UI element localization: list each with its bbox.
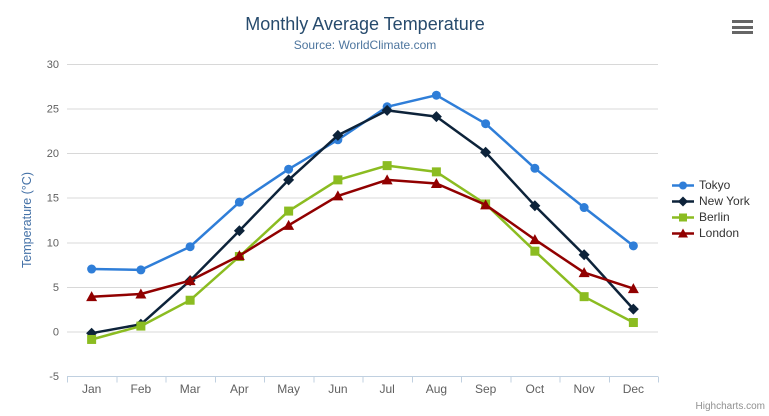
legend-item-new-york[interactable]: New York bbox=[672, 193, 750, 209]
marker-tokyo-7[interactable] bbox=[431, 90, 441, 100]
marker-tokyo-2[interactable] bbox=[185, 242, 195, 252]
y-tick-label: 30 bbox=[47, 59, 59, 71]
marker-new-york-10[interactable] bbox=[578, 249, 590, 261]
marker-new-york-4[interactable] bbox=[283, 174, 295, 186]
series-new-york[interactable] bbox=[86, 104, 639, 339]
marker-new-york-5[interactable] bbox=[332, 129, 344, 141]
legend-symbol-tokyo[interactable] bbox=[679, 181, 687, 189]
marker-london-7[interactable] bbox=[430, 177, 442, 188]
marker-new-york-8[interactable] bbox=[480, 146, 492, 158]
marker-new-york-6[interactable] bbox=[381, 104, 393, 116]
marker-london-5[interactable] bbox=[332, 190, 344, 201]
marker-london-9[interactable] bbox=[529, 234, 541, 245]
y-tick-label: 5 bbox=[53, 282, 59, 294]
marker-london-4[interactable] bbox=[283, 219, 295, 230]
context-menu-button[interactable] bbox=[732, 20, 753, 34]
marker-berlin-10[interactable] bbox=[579, 292, 589, 302]
x-label-dec: Dec bbox=[623, 382, 644, 396]
x-label-jan: Jan bbox=[82, 382, 101, 396]
legend-label-london: London bbox=[699, 226, 740, 240]
series-line-tokyo[interactable] bbox=[90, 93, 635, 272]
legend-label-tokyo: Tokyo bbox=[699, 178, 731, 192]
marker-london-3[interactable] bbox=[233, 250, 245, 261]
marker-london-0[interactable] bbox=[86, 291, 98, 302]
x-label-oct: Oct bbox=[526, 382, 545, 396]
marker-berlin-4[interactable] bbox=[284, 206, 294, 216]
marker-tokyo-9[interactable] bbox=[530, 163, 540, 173]
circle-marker-icon bbox=[672, 181, 694, 189]
series-line-berlin[interactable] bbox=[90, 164, 635, 341]
x-label-mar: Mar bbox=[180, 382, 201, 396]
marker-tokyo-1[interactable] bbox=[136, 265, 146, 275]
series-london[interactable] bbox=[86, 174, 639, 302]
y-tick-label: 25 bbox=[47, 104, 59, 116]
marker-london-2[interactable] bbox=[184, 275, 196, 286]
x-label-jul: Jul bbox=[379, 382, 394, 396]
legend-item-tokyo[interactable]: Tokyo bbox=[672, 177, 750, 193]
legend-label-new-york: New York bbox=[699, 194, 750, 208]
x-label-apr: Apr bbox=[230, 382, 249, 396]
chart-subtitle: Source: WorldClimate.com bbox=[293, 38, 437, 52]
series-line-new-york[interactable] bbox=[90, 109, 635, 335]
marker-london-8[interactable] bbox=[480, 199, 492, 210]
y-tick-label: -5 bbox=[49, 371, 59, 383]
marker-berlin-1[interactable] bbox=[136, 321, 146, 331]
marker-london-11[interactable] bbox=[627, 283, 639, 294]
marker-london-1[interactable] bbox=[135, 288, 147, 299]
marker-london-6[interactable] bbox=[381, 174, 393, 185]
diamond-marker-icon bbox=[672, 196, 694, 206]
marker-tokyo-4[interactable] bbox=[284, 164, 294, 174]
series-line-london[interactable] bbox=[90, 178, 635, 298]
x-label-sep: Sep bbox=[475, 382, 497, 396]
marker-new-york-3[interactable] bbox=[233, 225, 245, 237]
marker-new-york-11[interactable] bbox=[627, 303, 639, 315]
legend-item-berlin[interactable]: Berlin bbox=[672, 209, 750, 225]
x-label-nov: Nov bbox=[573, 382, 594, 396]
marker-berlin-0[interactable] bbox=[87, 334, 97, 344]
marker-tokyo-3[interactable] bbox=[234, 197, 244, 207]
chart-title: Monthly Average Temperature bbox=[245, 14, 485, 34]
marker-tokyo-11[interactable] bbox=[628, 241, 638, 251]
marker-berlin-7[interactable] bbox=[431, 167, 441, 177]
credits-link[interactable]: Highcharts.com bbox=[695, 401, 765, 412]
marker-tokyo-8[interactable] bbox=[481, 119, 491, 129]
marker-tokyo-10[interactable] bbox=[579, 203, 589, 213]
legend-symbol-new-york[interactable] bbox=[678, 196, 688, 206]
marker-berlin-11[interactable] bbox=[628, 318, 638, 328]
square-marker-icon bbox=[672, 213, 694, 221]
hamburger-icon bbox=[732, 20, 753, 34]
marker-tokyo-0[interactable] bbox=[87, 264, 97, 274]
y-tick-label: 10 bbox=[47, 237, 59, 249]
marker-berlin-5[interactable] bbox=[333, 175, 343, 185]
y-axis-title: Temperature (°C) bbox=[20, 172, 34, 268]
marker-berlin-2[interactable] bbox=[185, 295, 195, 305]
marker-berlin-9[interactable] bbox=[530, 246, 540, 256]
x-label-aug: Aug bbox=[426, 382, 447, 396]
series-tokyo[interactable] bbox=[87, 90, 638, 275]
x-label-feb: Feb bbox=[131, 382, 152, 396]
legend: Tokyo New York Berlin London bbox=[672, 177, 750, 241]
legend-symbol-berlin[interactable] bbox=[679, 213, 687, 221]
triangle-marker-icon bbox=[672, 228, 694, 237]
marker-berlin-6[interactable] bbox=[382, 161, 392, 171]
legend-item-london[interactable]: London bbox=[672, 225, 750, 241]
marker-new-york-7[interactable] bbox=[430, 111, 442, 123]
legend-symbol-london[interactable] bbox=[678, 228, 688, 237]
y-tick-label: 15 bbox=[47, 193, 59, 205]
marker-london-10[interactable] bbox=[578, 267, 590, 278]
x-label-jun: Jun bbox=[328, 382, 347, 396]
x-label-may: May bbox=[277, 382, 300, 396]
marker-new-york-9[interactable] bbox=[529, 200, 541, 212]
y-tick-label: 0 bbox=[53, 326, 59, 338]
legend-label-berlin: Berlin bbox=[699, 210, 730, 224]
y-tick-label: 20 bbox=[47, 148, 59, 160]
